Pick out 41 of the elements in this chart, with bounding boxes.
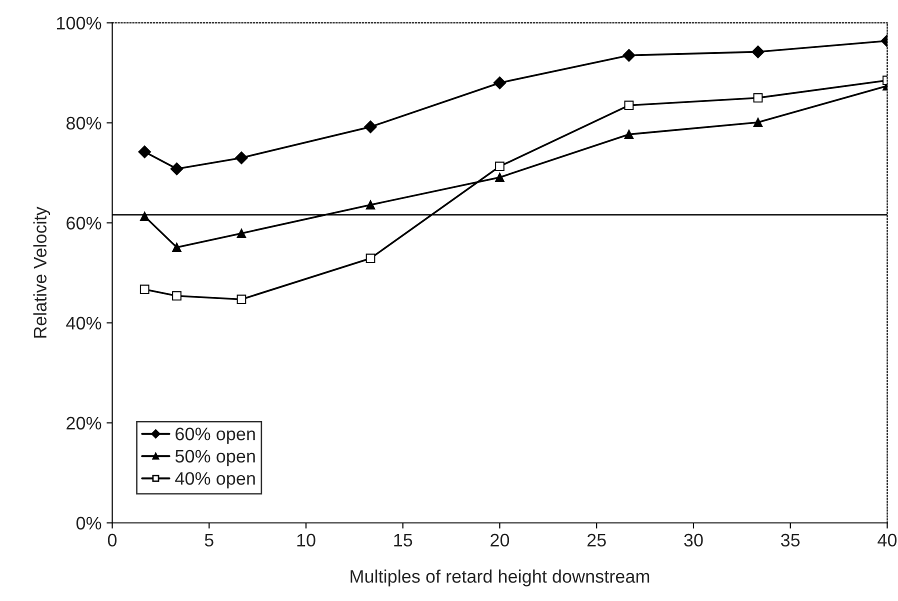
point <box>172 291 182 301</box>
x-tick-label: 5 <box>204 534 214 547</box>
legend-label: 40% open <box>175 472 255 488</box>
legend-label: 60% open <box>176 428 255 444</box>
point <box>172 242 182 252</box>
y-tick-label: 20% <box>66 416 102 430</box>
point <box>493 76 506 90</box>
point <box>236 294 246 304</box>
x-tick-label: 35 <box>781 534 800 547</box>
legend-label: 50% open <box>175 450 255 466</box>
x-tick-label: 10 <box>297 534 316 547</box>
x-tick-label: 40 <box>878 534 897 547</box>
point <box>138 145 152 158</box>
y-tick-label: 40% <box>66 316 102 330</box>
point <box>495 162 504 172</box>
y-tick-label: 60% <box>66 216 102 230</box>
x-tick-label: 20 <box>490 534 510 547</box>
point <box>140 212 150 222</box>
point <box>495 172 504 182</box>
point <box>170 162 184 176</box>
point <box>235 151 248 164</box>
point <box>624 130 634 140</box>
point <box>140 284 150 294</box>
y-tick-label: 80% <box>66 116 102 130</box>
point <box>752 45 764 58</box>
point <box>624 100 634 110</box>
x-tick-label: 15 <box>394 534 412 547</box>
y-tick-label: 0% <box>76 516 102 530</box>
x-tick-label: 30 <box>684 534 703 547</box>
point <box>753 118 763 128</box>
y-axis-title: Relative Velocity <box>33 206 50 338</box>
y-tick-label: 100% <box>57 16 102 30</box>
point <box>364 120 377 134</box>
x-axis-title: Multiples of retard height downstream <box>350 570 650 586</box>
point <box>622 48 636 62</box>
point <box>236 228 246 238</box>
point <box>366 254 376 264</box>
point <box>753 93 763 103</box>
x-tick-label: 0 <box>108 534 117 547</box>
point <box>366 200 376 210</box>
x-tick-label: 25 <box>587 534 606 547</box>
